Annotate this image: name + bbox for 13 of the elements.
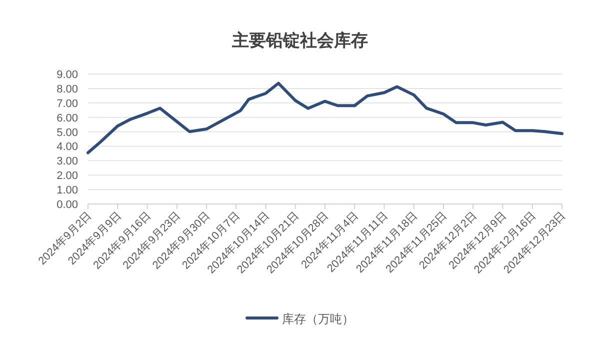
y-tick-label: 4.00 xyxy=(56,141,78,154)
y-tick-label: 3.00 xyxy=(56,156,78,168)
legend: 库存（万吨） xyxy=(246,312,354,326)
y-tick-label: 6.00 xyxy=(56,112,78,124)
y-tick-label: 9.00 xyxy=(56,69,78,81)
y-tick-label: 2.00 xyxy=(56,170,78,182)
y-tick-label: 0.00 xyxy=(56,199,78,211)
y-tick-label: 8.00 xyxy=(56,83,78,96)
y-tick-label: 7.00 xyxy=(56,98,78,110)
y-tick-label: 1.00 xyxy=(56,184,78,197)
legend-label: 库存（万吨） xyxy=(282,312,354,326)
chart-title: 主要铅锭社会库存 xyxy=(231,31,368,51)
y-tick-label: 5.00 xyxy=(56,126,78,139)
